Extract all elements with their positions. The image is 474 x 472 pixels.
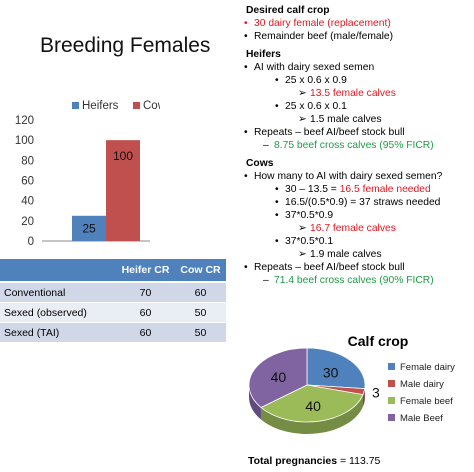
dash-bullet-icon: – — [263, 275, 269, 286]
bullet-icon: • — [275, 184, 279, 195]
bullet-icon: • — [275, 236, 279, 247]
table-header-heifer-cr: Heifer CR — [116, 259, 176, 283]
heifers-heading: Heifers — [246, 49, 281, 60]
legend-swatch-female-beef — [388, 397, 395, 404]
table-row: Sexed (TAI) 60 50 — [0, 322, 226, 343]
row-label: Sexed (TAI) — [0, 322, 116, 343]
cows-straws: • 16.5/(0.5*0.9) = 37 straws needed — [275, 197, 441, 208]
heifers-result-female: ➢ 13.5 female calves — [298, 88, 396, 99]
table-row: Conventional 70 60 — [0, 282, 226, 303]
pie-slice-side — [249, 385, 261, 420]
cows-heading: Cows — [246, 158, 274, 169]
bullet-icon: • — [275, 75, 279, 86]
table-header-blank — [0, 259, 116, 283]
conception-rate-table: Heifer CR Cow CR Conventional 70 60 Sexe… — [0, 259, 226, 343]
cows-needed: • 30 – 13.5 = 16.5 female needed — [275, 184, 431, 195]
bullet-icon: • — [275, 197, 279, 208]
y-tick-label: 20 — [21, 216, 34, 228]
pie-data-label: 3 — [372, 385, 380, 401]
arrow-bullet-icon: ➢ — [298, 88, 307, 99]
total-pregnancies: Total pregnancies = 113.75 — [248, 455, 381, 467]
slide-title: Breeding Females — [40, 34, 211, 57]
heifers-cross: –8.75 beef cross calves (95% FICR) — [263, 140, 434, 151]
heifers-calc-male: • 25 x 0.6 x 0.1 — [275, 101, 347, 112]
bar-cows — [106, 140, 140, 241]
legend-swatch-male-dairy — [388, 380, 395, 387]
dash-bullet-icon: – — [263, 140, 269, 151]
bar-chart: 0 20 40 60 80 100 120 25 100 Heifers Cows — [15, 100, 160, 246]
legend-swatch-male-beef — [388, 414, 395, 421]
legend-swatch-heifers — [72, 102, 79, 109]
bullet-icon: • — [244, 127, 248, 138]
heifer-cr-cell: 70 — [116, 282, 176, 303]
cows-question: • How many to AI with dairy sexed semen? — [244, 171, 443, 182]
cows-calc-female: • 37*0.5*0.9 — [275, 210, 334, 221]
table-header-cow-cr: Cow CR — [175, 259, 226, 283]
table-header-row: Heifer CR Cow CR — [0, 259, 226, 283]
pie-slice-female-dairy — [306, 347, 366, 390]
calf-crop-pie-chart: Calf crop 30 3 40 40 Female dairy Male dairy Fe… — [248, 333, 455, 434]
legend-swatch-female-dairy — [388, 363, 395, 370]
pie-title: Calf crop — [348, 333, 409, 349]
heifers-ai: • AI with dairy sexed semen — [244, 62, 375, 73]
cow-cr-cell: 60 — [175, 282, 226, 303]
pie-slice-female-beef — [260, 384, 364, 423]
cows-calc-male: • 37*0.5*0.1 — [275, 236, 334, 247]
bullet-icon: • — [244, 62, 248, 73]
legend-swatch-cows — [133, 102, 140, 109]
desired-item-remainder: • Remainder beef (male/female) — [244, 31, 394, 42]
bar-heifers — [72, 215, 106, 241]
cows-result-female: ➢ 16.7 female calves — [298, 223, 396, 234]
bullet-icon: • — [275, 210, 279, 221]
y-tick-label: 80 — [21, 155, 34, 167]
legend-label-male-dairy: Male dairy — [400, 379, 444, 390]
heifer-cr-cell: 60 — [116, 302, 176, 323]
table-row: Sexed (observed) 60 50 — [0, 302, 226, 323]
legend-label-female-dairy: Female dairy — [400, 362, 455, 373]
arrow-bullet-icon: ➢ — [298, 223, 307, 234]
cows-result-male: ➢ 1.9 male calves — [298, 249, 382, 260]
pie-data-label: 30 — [323, 364, 339, 380]
pie-slice-male-beef — [248, 347, 308, 408]
cow-cr-cell: 50 — [175, 322, 226, 343]
y-tick-label: 60 — [21, 176, 34, 188]
bullet-icon: • — [244, 171, 248, 182]
pie-slice-side — [362, 388, 365, 407]
heifers-result-male: ➢ 1.5 male calves — [298, 114, 382, 125]
heifers-calc-female: • 25 x 0.6 x 0.9 — [275, 75, 347, 86]
y-tick-label: 100 — [15, 135, 34, 147]
row-label: Sexed (observed) — [0, 302, 116, 323]
desired-heading: Desired calf crop — [246, 5, 330, 16]
y-tick-label: 0 — [28, 236, 34, 246]
heifers-repeats: • Repeats – beef AI/beef stock bull — [244, 127, 405, 138]
arrow-bullet-icon: ➢ — [298, 114, 307, 125]
bullet-icon: • — [244, 262, 248, 273]
y-tick-label: 40 — [21, 196, 34, 208]
pie-slice-side — [260, 394, 363, 434]
desired-item-dairy-female: • 30 dairy female (replacement) — [244, 18, 391, 29]
notes-panel: Desired calf crop • 30 dairy female (repl… — [232, 4, 472, 287]
cows-repeats: • Repeats – beef AI/beef stock bull — [244, 262, 405, 273]
heifer-cr-cell: 60 — [116, 322, 176, 343]
y-tick-label: 120 — [15, 115, 34, 127]
cows-cross: –71.4 beef cross calves (90% FICR) — [263, 275, 434, 286]
bullet-icon: • — [244, 18, 248, 29]
pie-data-label: 40 — [271, 369, 287, 385]
bullet-icon: • — [275, 101, 279, 112]
row-label: Conventional — [0, 282, 116, 303]
legend-label-cows: Cows — [143, 100, 160, 112]
legend-label-male-beef: Male Beef — [400, 413, 443, 424]
legend-label-female-beef: Female beef — [400, 396, 453, 407]
bar-data-label: 100 — [113, 149, 133, 163]
arrow-bullet-icon: ➢ — [298, 249, 307, 260]
legend-label-heifers: Heifers — [82, 100, 119, 112]
bar-data-label: 25 — [82, 221, 96, 235]
bullet-icon: • — [244, 31, 248, 42]
pie-data-label: 40 — [305, 398, 321, 414]
cow-cr-cell: 50 — [175, 302, 226, 323]
